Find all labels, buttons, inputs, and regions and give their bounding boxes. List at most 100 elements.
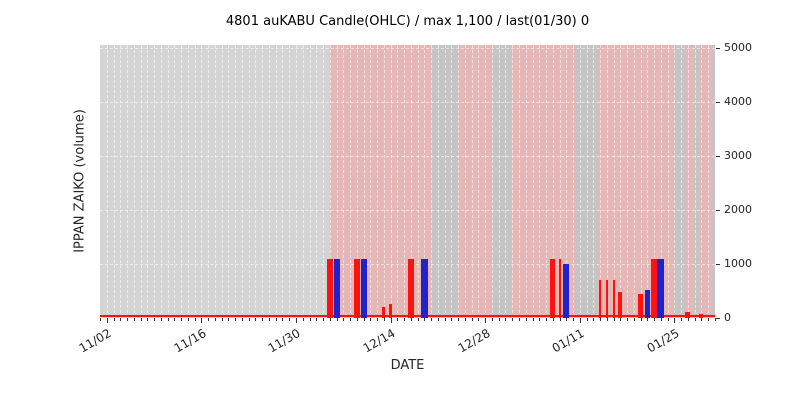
x-tick xyxy=(390,318,392,323)
x-tick xyxy=(282,318,284,321)
vertical-gridline xyxy=(600,45,602,318)
x-tick xyxy=(674,318,676,323)
vertical-gridline xyxy=(187,45,189,318)
vertical-gridline xyxy=(262,45,264,318)
x-tick-label: 11/02 xyxy=(76,326,114,356)
x-tick xyxy=(397,318,399,321)
x-tick xyxy=(701,318,703,321)
vertical-gridline xyxy=(316,45,318,318)
vertical-gridline xyxy=(181,45,183,318)
x-tick xyxy=(343,318,345,321)
vertical-gridline xyxy=(302,45,304,318)
vertical-gridline xyxy=(289,45,291,318)
volume-bar xyxy=(563,263,570,318)
volume-bar xyxy=(333,258,340,318)
x-tick xyxy=(201,318,203,323)
y-tick-label: 0 xyxy=(724,311,731,324)
x-tick xyxy=(289,318,291,321)
vertical-gridline xyxy=(566,45,568,318)
x-tick xyxy=(600,318,602,321)
highlight-band-gray xyxy=(710,45,715,318)
y-tick-label: 2000 xyxy=(724,202,752,216)
x-tick xyxy=(140,318,142,321)
vertical-gridline xyxy=(282,45,284,318)
x-tick xyxy=(120,318,122,321)
vertical-gridline xyxy=(687,45,689,318)
x-tick xyxy=(167,318,169,321)
x-tick xyxy=(606,318,608,321)
y-tick xyxy=(716,263,720,265)
vertical-gridline xyxy=(350,45,352,318)
highlight-band-pink xyxy=(458,45,492,318)
vertical-gridline xyxy=(633,45,635,318)
vertical-gridline xyxy=(370,45,372,318)
vertical-gridline xyxy=(681,45,683,318)
plot-area xyxy=(100,45,715,318)
vertical-gridline xyxy=(647,45,649,318)
x-tick xyxy=(377,318,379,321)
x-tick-label: 01/11 xyxy=(549,326,587,356)
x-tick xyxy=(491,318,493,321)
volume-bar xyxy=(605,280,608,318)
highlight-band-pink xyxy=(684,45,694,318)
y-tick xyxy=(716,318,720,319)
x-tick xyxy=(431,318,433,321)
x-tick xyxy=(573,318,575,321)
y-tick-label: 1000 xyxy=(724,256,752,270)
vertical-gridline xyxy=(586,45,588,318)
x-tick xyxy=(208,318,210,321)
x-tick xyxy=(356,318,358,321)
x-tick xyxy=(106,318,108,323)
y-tick xyxy=(716,209,720,211)
x-tick xyxy=(154,318,156,321)
x-tick xyxy=(437,318,439,321)
x-tick xyxy=(241,318,243,321)
x-tick xyxy=(383,318,385,321)
x-tick xyxy=(228,318,230,321)
vertical-gridline xyxy=(485,45,487,318)
y-tick xyxy=(716,47,720,49)
x-tick xyxy=(654,318,656,321)
volume-bar xyxy=(382,307,386,318)
x-tick xyxy=(498,318,500,321)
vertical-gridline xyxy=(221,45,223,318)
vertical-gridline xyxy=(546,45,548,318)
x-tick xyxy=(647,318,649,321)
y-tick-label: 4000 xyxy=(724,94,752,108)
vertical-gridline xyxy=(552,45,554,318)
x-tick xyxy=(687,318,689,321)
x-tick-label: 12/28 xyxy=(455,326,493,356)
x-tick xyxy=(559,318,561,321)
vertical-gridline xyxy=(674,45,676,318)
vertical-gridline xyxy=(106,45,108,318)
vertical-gridline xyxy=(559,45,561,318)
vertical-gridline xyxy=(458,45,460,318)
x-tick xyxy=(370,318,372,321)
highlight-band-pink xyxy=(700,45,711,318)
vertical-gridline xyxy=(620,45,622,318)
x-tick xyxy=(613,318,615,321)
x-tick-label: 12/14 xyxy=(360,326,398,356)
x-tick xyxy=(471,318,473,321)
volume-bar xyxy=(618,292,623,318)
vertical-gridline xyxy=(147,45,149,318)
x-tick xyxy=(262,318,264,321)
vertical-gridline xyxy=(167,45,169,318)
x-tick xyxy=(174,318,176,321)
x-tick xyxy=(194,318,196,321)
vertical-gridline xyxy=(660,45,662,318)
volume-bar xyxy=(685,311,691,318)
vertical-gridline xyxy=(519,45,520,318)
vertical-gridline xyxy=(160,45,162,318)
horizontal-gridline xyxy=(100,155,715,157)
vertical-gridline xyxy=(194,45,196,318)
x-tick xyxy=(512,318,514,321)
volume-bar xyxy=(420,258,428,318)
x-tick xyxy=(627,318,629,321)
x-tick xyxy=(309,318,311,321)
x-tick xyxy=(464,318,466,321)
y-axis-label: IPPAN ZAIKO (volume) xyxy=(72,109,88,253)
vertical-gridline xyxy=(336,45,338,318)
volume-bar xyxy=(644,289,650,318)
highlight-band-gray xyxy=(674,45,685,318)
